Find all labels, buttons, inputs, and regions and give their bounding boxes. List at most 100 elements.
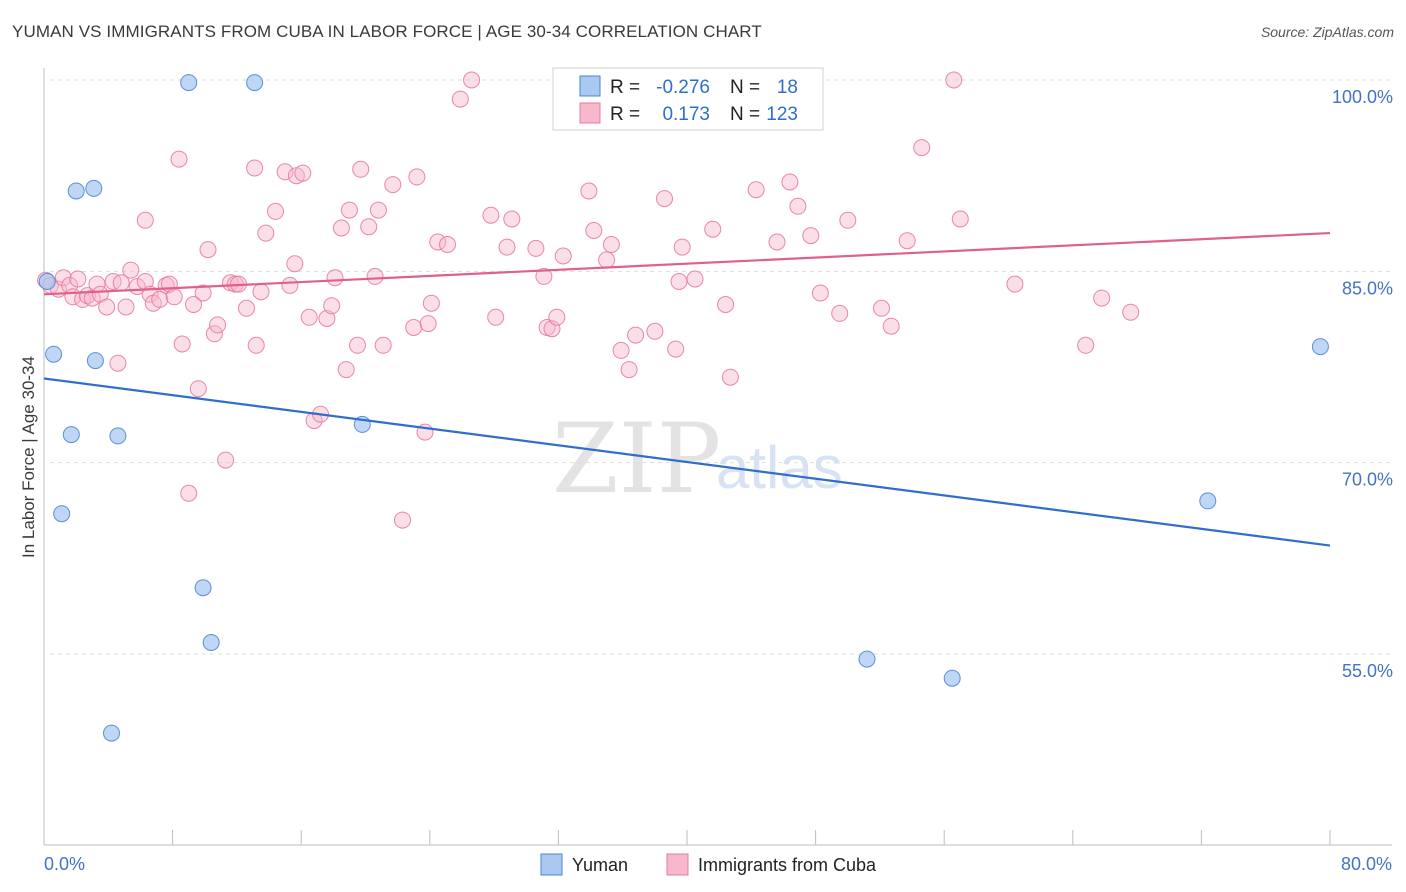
trend-line-yuman bbox=[43, 377, 1331, 547]
chart-title: YUMAN VS IMMIGRANTS FROM CUBA IN LABOR F… bbox=[12, 22, 762, 41]
point-cuba-112 bbox=[882, 317, 900, 335]
legend-r-label-yuman: R = bbox=[610, 77, 640, 98]
point-cuba-76 bbox=[463, 71, 481, 89]
point-cuba-29 bbox=[180, 484, 198, 502]
bottom-legend-swatch-cuba bbox=[666, 853, 689, 876]
point-cuba-107 bbox=[802, 227, 820, 245]
point-yuman-6 bbox=[86, 352, 104, 370]
point-cuba-41 bbox=[246, 159, 264, 177]
point-cuba-92 bbox=[620, 361, 638, 379]
point-yuman-8 bbox=[109, 427, 127, 445]
point-cuba-89 bbox=[598, 251, 616, 269]
point-cuba-73 bbox=[429, 233, 447, 251]
point-cuba-32 bbox=[194, 284, 212, 302]
point-cuba-74 bbox=[439, 236, 456, 253]
point-cuba-12 bbox=[98, 298, 116, 316]
point-cuba-75 bbox=[451, 90, 469, 108]
legend-swatch-cuba bbox=[579, 102, 601, 124]
trend-lines bbox=[43, 231, 1331, 547]
point-cuba-101 bbox=[717, 296, 735, 313]
x-tick-label-max: 80.0% bbox=[1341, 854, 1392, 874]
legend-swatch-yuman bbox=[579, 75, 601, 97]
point-cuba-118 bbox=[1077, 336, 1095, 354]
source-label: Source: ZipAtlas.com bbox=[1260, 24, 1394, 40]
point-cuba-33 bbox=[199, 241, 217, 259]
point-cuba-78 bbox=[487, 308, 505, 326]
point-cuba-113 bbox=[898, 232, 916, 250]
series-legend: Yuman Immigrants from Cuba bbox=[540, 853, 877, 876]
point-cuba-48 bbox=[286, 255, 304, 273]
point-cuba-102 bbox=[721, 368, 739, 386]
point-cuba-55 bbox=[323, 297, 341, 315]
legend-n-label-yuman: N = bbox=[730, 77, 760, 98]
point-cuba-20 bbox=[136, 211, 154, 229]
point-cuba-23 bbox=[151, 290, 169, 308]
y-tick-label-70: 70.0% bbox=[1342, 470, 1393, 490]
point-cuba-71 bbox=[419, 315, 437, 333]
point-cuba-40 bbox=[238, 299, 255, 317]
legend-r-value-cuba: 0.173 bbox=[662, 104, 710, 125]
point-cuba-62 bbox=[360, 218, 378, 236]
point-cuba-45 bbox=[267, 202, 284, 220]
point-cuba-50 bbox=[294, 164, 312, 182]
point-yuman-4 bbox=[67, 182, 85, 200]
point-cuba-94 bbox=[646, 322, 664, 340]
point-cuba-35 bbox=[209, 316, 227, 334]
point-cuba-63 bbox=[366, 267, 384, 285]
point-yuman-9 bbox=[180, 74, 198, 92]
point-cuba-84 bbox=[543, 320, 561, 338]
point-cuba-26 bbox=[165, 288, 183, 306]
point-cuba-57 bbox=[332, 219, 350, 237]
point-cuba-91 bbox=[612, 341, 630, 359]
point-cuba-119 bbox=[1093, 289, 1111, 307]
bottom-legend-swatch-yuman bbox=[540, 853, 563, 876]
point-cuba-93 bbox=[627, 326, 645, 344]
x-tick-marks bbox=[43, 830, 1331, 845]
point-yuman-0 bbox=[38, 273, 56, 290]
point-cuba-69 bbox=[408, 168, 426, 186]
point-cuba-82 bbox=[535, 267, 553, 285]
point-yuman-7 bbox=[103, 724, 120, 742]
point-cuba-98 bbox=[673, 238, 691, 256]
point-yuman-5 bbox=[85, 179, 103, 197]
point-cuba-106 bbox=[789, 197, 807, 215]
legend-r-value-yuman: -0.276 bbox=[656, 77, 710, 98]
point-cuba-27 bbox=[170, 150, 188, 168]
point-cuba-100 bbox=[704, 220, 722, 238]
point-cuba-88 bbox=[585, 222, 603, 239]
point-cuba-60 bbox=[349, 336, 366, 354]
point-cuba-109 bbox=[831, 304, 849, 322]
point-cuba-34 bbox=[205, 325, 223, 343]
point-cuba-103 bbox=[747, 181, 765, 199]
point-cuba-58 bbox=[337, 361, 355, 379]
point-cuba-86 bbox=[554, 247, 572, 265]
point-cuba-6 bbox=[69, 270, 87, 288]
stats-legend: R = -0.276 N = 18 R = 0.173 N = 123 bbox=[552, 67, 824, 131]
point-cuba-56 bbox=[326, 269, 344, 287]
legend-n-value-cuba: 123 bbox=[766, 104, 798, 125]
point-cuba-31 bbox=[189, 380, 207, 398]
y-tick-label-100: 100.0% bbox=[1332, 87, 1393, 107]
point-yuman-10 bbox=[194, 579, 212, 597]
point-cuba-28 bbox=[173, 335, 191, 353]
point-yuman-17 bbox=[1311, 338, 1329, 356]
point-cuba-90 bbox=[602, 236, 620, 253]
point-cuba-87 bbox=[580, 182, 598, 200]
point-cuba-81 bbox=[527, 239, 545, 257]
bottom-legend-label-cuba: Immigrants from Cuba bbox=[698, 855, 877, 875]
point-cuba-64 bbox=[369, 201, 387, 219]
point-cuba-115 bbox=[945, 71, 963, 89]
point-cuba-120 bbox=[1122, 303, 1140, 321]
point-cuba-16 bbox=[117, 298, 135, 316]
point-yuman-2 bbox=[53, 505, 71, 523]
point-cuba-46 bbox=[276, 163, 294, 181]
point-cuba-14 bbox=[109, 354, 127, 372]
point-cuba-79 bbox=[498, 238, 516, 256]
point-cuba-95 bbox=[656, 190, 673, 208]
point-cuba-105 bbox=[781, 173, 799, 191]
point-cuba-66 bbox=[384, 176, 402, 194]
point-cuba-59 bbox=[340, 201, 358, 219]
point-cuba-111 bbox=[873, 299, 890, 317]
point-cuba-67 bbox=[394, 511, 411, 529]
